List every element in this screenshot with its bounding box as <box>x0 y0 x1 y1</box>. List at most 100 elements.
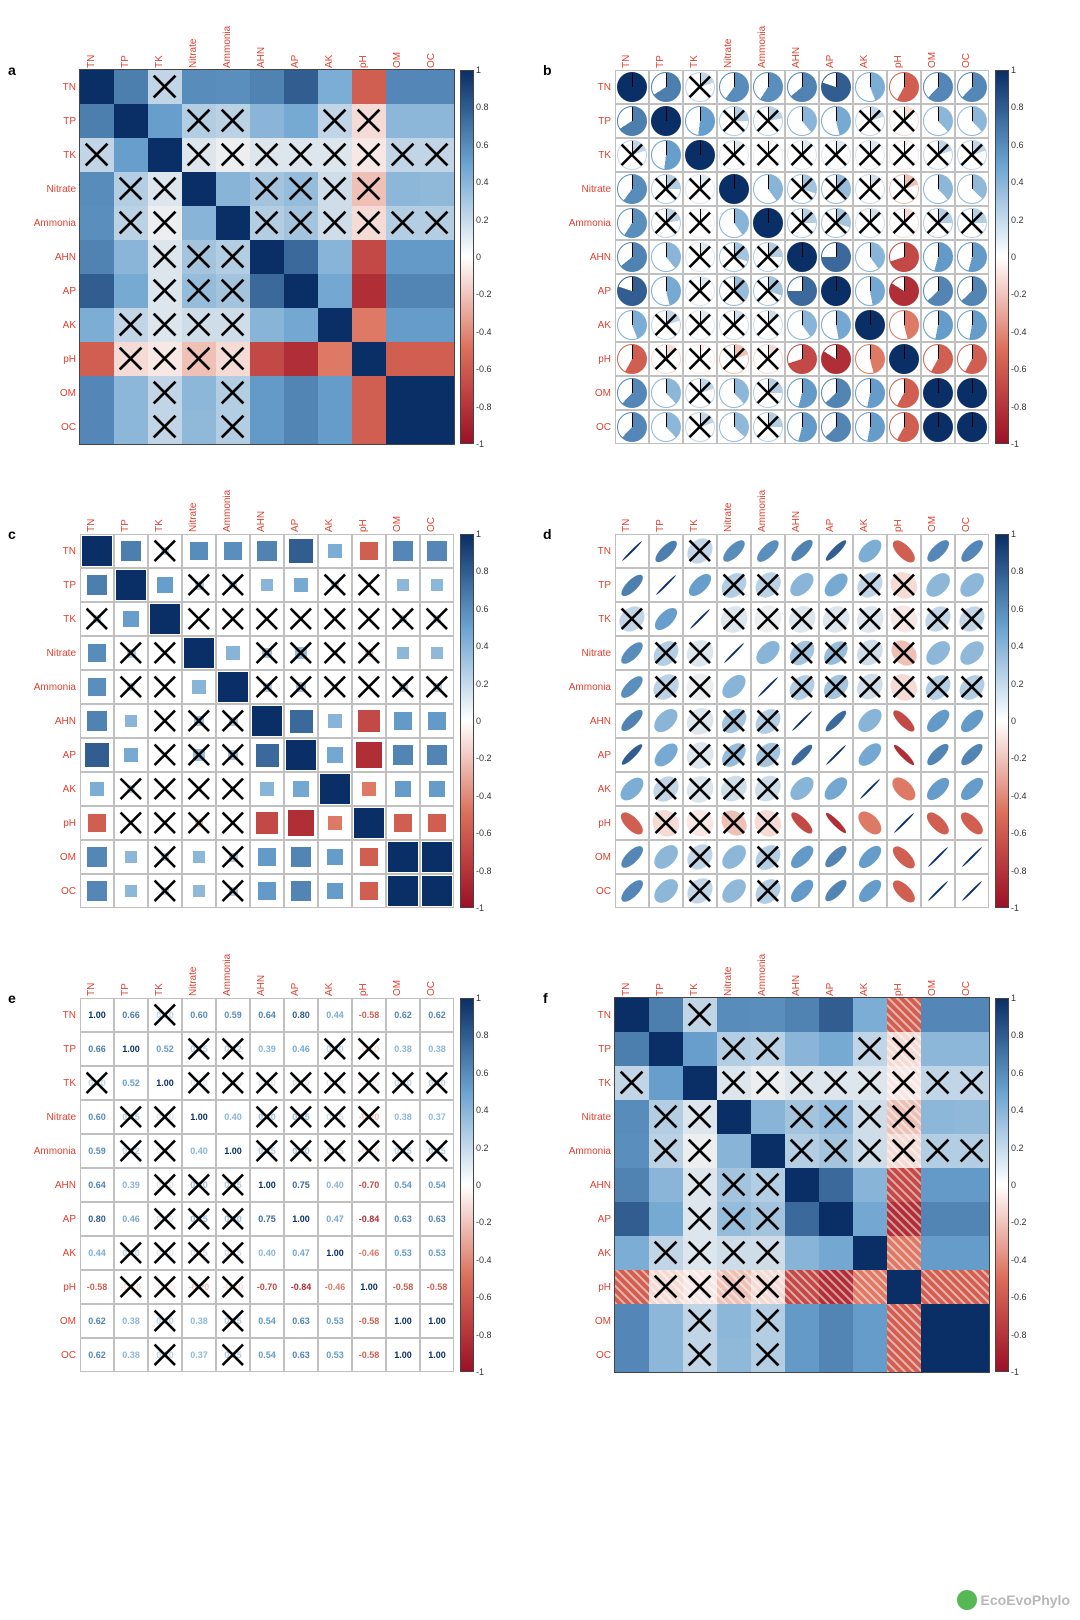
heat-cell <box>80 274 114 308</box>
matrix-cell <box>216 206 250 240</box>
matrix-cell: 0.59 <box>80 1134 114 1168</box>
heat-cell <box>751 1304 785 1338</box>
ellipse-glyph <box>890 843 919 872</box>
ellipse-glyph <box>650 875 682 907</box>
ellipse-glyph <box>685 570 715 600</box>
matrix-cell <box>751 840 785 874</box>
square-glyph <box>394 814 412 832</box>
ellipse-glyph <box>817 600 854 637</box>
pie-needle <box>666 277 667 291</box>
x-axis-label: AP <box>825 55 836 68</box>
x-axis-label: TP <box>120 55 131 68</box>
matrix-cell <box>887 342 921 376</box>
matrix-cell: 0.25 <box>386 1134 420 1168</box>
matrix-cell: 0.05 <box>148 1134 182 1168</box>
heat-cell <box>318 342 352 376</box>
matrix-cell <box>420 376 454 410</box>
pie-needle <box>870 175 871 189</box>
ellipse-glyph <box>787 876 816 905</box>
y-axis-label: AP <box>555 274 615 308</box>
pie-needle <box>972 209 973 223</box>
panel-c: c TNTPTKNitrateAmmoniaAHNAPAKpHOMOC TNTP… <box>20 484 525 908</box>
square-glyph <box>286 740 316 770</box>
matrix-cell <box>114 376 148 410</box>
matrix-cell: 0.40 <box>182 1134 216 1168</box>
square-glyph <box>397 647 410 660</box>
matrix-cell <box>683 998 717 1032</box>
matrix-cell: -0.70 <box>352 1168 386 1202</box>
matrix-cell <box>717 70 751 104</box>
ellipse-glyph <box>716 771 752 807</box>
matrix-cell <box>649 1202 683 1236</box>
panel-tag: f <box>543 990 548 1006</box>
x-axis-label: TK <box>689 55 700 68</box>
corr-matrix <box>615 998 989 1372</box>
matrix-cell: 1.00 <box>386 1304 420 1338</box>
corr-value: 0.10 <box>190 1078 208 1088</box>
heat-cell <box>853 1066 887 1100</box>
heat-cell <box>615 1304 649 1338</box>
matrix-cell <box>284 240 318 274</box>
matrix-cell: -0.58 <box>352 1304 386 1338</box>
square-glyph <box>124 748 139 763</box>
heat-cell <box>420 376 454 410</box>
heat-cell <box>717 1338 751 1372</box>
ellipse-glyph <box>852 669 888 705</box>
square-glyph <box>262 648 272 658</box>
colorbar: 10.80.60.40.20-0.2-0.4-0.6-0.8-1 <box>460 70 474 444</box>
corr-value: 0.30 <box>224 1214 242 1224</box>
square-glyph <box>360 882 378 900</box>
pie-glyph <box>617 412 647 442</box>
pie-glyph <box>617 72 647 102</box>
matrix-cell <box>751 1270 785 1304</box>
ellipse-glyph <box>682 533 717 568</box>
matrix-cell <box>80 772 114 806</box>
matrix-cell <box>420 206 454 240</box>
corr-value: 1.00 <box>258 1180 276 1190</box>
pie-needle <box>768 141 769 155</box>
corr-value: 0.15 <box>224 1248 242 1258</box>
heat-cell <box>386 172 420 206</box>
ellipse-glyph <box>618 843 646 871</box>
matrix-cell <box>250 274 284 308</box>
pie-needle <box>836 73 837 87</box>
matrix-cell <box>420 138 454 172</box>
matrix-cell <box>785 1270 819 1304</box>
matrix-cell <box>853 274 887 308</box>
matrix-cell <box>887 138 921 172</box>
matrix-cell <box>318 874 352 908</box>
heat-cell <box>649 1066 683 1100</box>
ellipse-glyph <box>893 812 914 833</box>
pie-glyph <box>617 378 647 408</box>
square-glyph <box>260 782 273 795</box>
heat-cell <box>785 1168 819 1202</box>
matrix-cell <box>887 636 921 670</box>
ellipse-glyph <box>716 805 751 840</box>
ellipse-glyph <box>788 537 816 565</box>
corr-value: 0.20 <box>156 1010 174 1020</box>
matrix-cell <box>615 670 649 704</box>
matrix-cell <box>148 602 182 636</box>
matrix-cell <box>352 308 386 342</box>
matrix-cell <box>683 568 717 602</box>
ellipse-glyph <box>854 705 886 737</box>
matrix-cell <box>80 704 114 738</box>
heat-cell <box>216 376 250 410</box>
heat-cell <box>250 70 284 104</box>
ellipse-glyph <box>751 840 786 875</box>
pie-glyph <box>753 412 783 442</box>
corr-value: 0.38 <box>428 1044 446 1054</box>
corr-value: -0.58 <box>87 1282 108 1292</box>
matrix-cell <box>216 138 250 172</box>
ellipse-glyph <box>715 600 752 637</box>
matrix-cell <box>420 274 454 308</box>
pie-glyph <box>651 72 681 102</box>
matrix-cell <box>615 308 649 342</box>
matrix-cell <box>114 874 148 908</box>
corr-value: 0.40 <box>258 1248 276 1258</box>
x-axis-label: OM <box>927 516 938 532</box>
matrix-cell <box>386 70 420 104</box>
square-glyph <box>163 685 166 688</box>
matrix-cell: 0.40 <box>216 1100 250 1134</box>
pie-needle <box>836 277 837 291</box>
